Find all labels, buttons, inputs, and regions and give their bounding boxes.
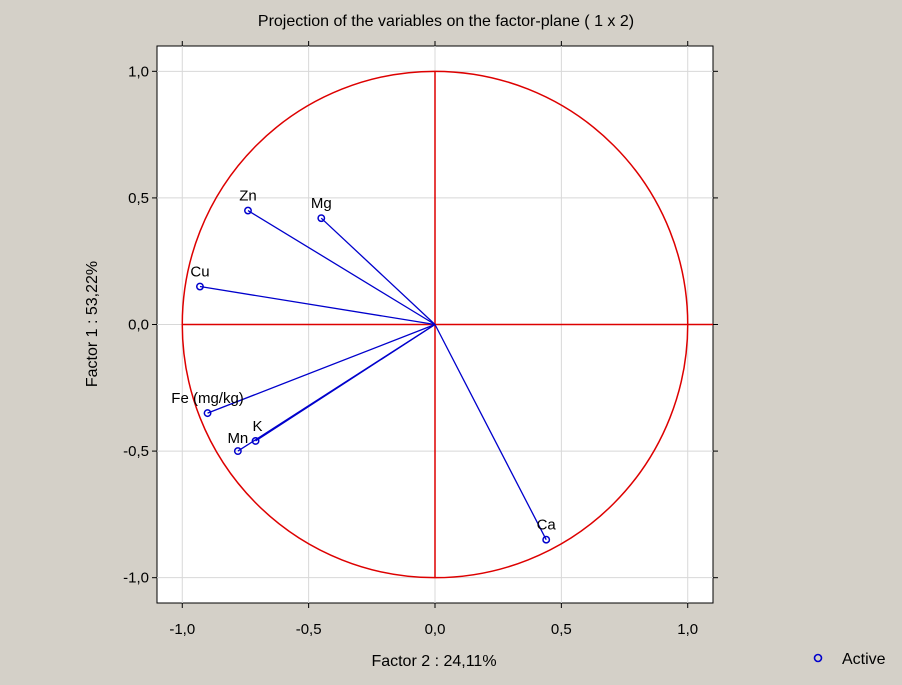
label-cu: Cu [190,264,209,281]
variable-vectors [199,210,547,541]
chart-title: Projection of the variables on the facto… [258,13,634,30]
unit-circle [181,70,689,579]
correlation-circle [181,70,689,579]
x-tick-label: 1,0 [677,621,698,638]
label-ca: Ca [537,517,557,534]
label-zn: Zn [239,188,257,205]
y-tick-label: 1,0 [128,63,149,80]
legend: Active [813,651,886,668]
point-k [251,437,260,445]
point-zn [244,206,252,215]
y-tick-label: 0,0 [128,317,149,334]
point-cu [196,282,204,291]
vector-mn [237,323,436,452]
vector-mg [320,217,436,325]
x-axis-ticks: -1,0 -0,5 0,0 0,5 1,0 [169,41,698,638]
y-axis-label: Factor 1 : 53,22% [84,261,101,387]
label-k: K [253,418,263,435]
variable-labels: Zn Mg Cu Fe (mg/kg) K Mn Ca [171,188,556,534]
legend-marker [813,653,823,663]
point-mn [233,447,242,456]
legend-label: Active [842,651,886,668]
x-tick-label: 0,5 [551,621,572,638]
x-tick-label: 0,0 [425,621,446,638]
vector-ca [434,324,547,541]
x-tick-label: -0,5 [296,621,322,638]
label-mg: Mg [311,195,332,212]
x-axis-label: Factor 2 : 24,11% [371,653,496,670]
point-fe-mg-kg [203,409,212,418]
point-mg [317,214,326,223]
y-tick-label: 0,5 [128,190,149,207]
vector-zn [247,210,436,326]
y-tick-label: -1,0 [123,570,149,587]
variable-points [196,206,551,544]
vector-fe-mg-kg [207,323,436,414]
y-tick-label: -0,5 [123,443,149,460]
vector-cu [199,285,436,326]
y-axis-ticks: 1,0 0,5 0,0 -0,5 -1,0 [123,63,718,587]
label-mn: Mn [227,430,248,447]
point-ca [542,535,551,544]
label-fe-mg-kg: Fe (mg/kg) [171,390,244,407]
x-tick-label: -1,0 [169,621,195,638]
